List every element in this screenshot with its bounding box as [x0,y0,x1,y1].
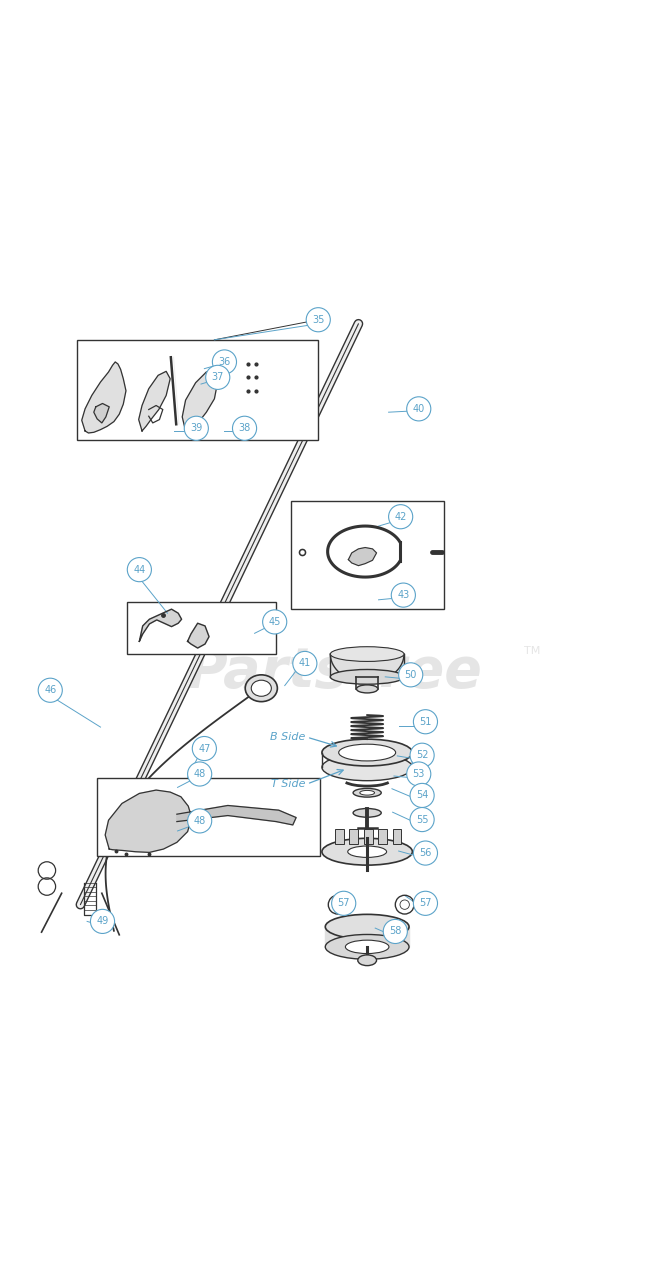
Polygon shape [326,927,409,947]
Ellipse shape [326,934,409,959]
Text: 54: 54 [416,791,428,800]
Circle shape [232,416,257,440]
Text: 48: 48 [194,769,206,780]
Circle shape [263,609,287,634]
Text: 43: 43 [397,590,409,600]
Ellipse shape [322,754,413,781]
Bar [378,829,387,844]
Polygon shape [330,654,404,677]
Text: PartsTree: PartsTree [187,645,483,699]
Text: 51: 51 [419,717,431,727]
Text: TM: TM [525,645,541,655]
Ellipse shape [251,680,271,696]
Text: 42: 42 [395,512,407,522]
Circle shape [410,744,434,767]
Circle shape [206,365,230,389]
Text: 55: 55 [416,814,428,824]
Ellipse shape [322,838,413,865]
Bar [127,602,276,654]
Text: 39: 39 [190,424,202,433]
Text: 57: 57 [338,899,350,909]
Text: 45: 45 [269,617,281,627]
Circle shape [188,809,212,833]
Circle shape [184,416,208,440]
Polygon shape [188,623,209,648]
Ellipse shape [330,669,404,685]
Ellipse shape [348,846,387,858]
Circle shape [90,909,115,933]
Text: 41: 41 [299,658,311,668]
Circle shape [127,558,151,581]
Text: 52: 52 [416,750,428,760]
Text: 53: 53 [413,769,425,780]
Ellipse shape [339,744,395,760]
Polygon shape [182,371,218,431]
Text: 50: 50 [405,669,417,680]
Text: 35: 35 [312,315,324,325]
Polygon shape [94,403,109,422]
Text: T Side: T Side [271,780,306,788]
Text: B Side: B Side [271,732,306,742]
Polygon shape [139,609,182,641]
Circle shape [188,762,212,786]
Circle shape [413,891,438,915]
Bar [77,339,318,440]
Bar [364,829,373,844]
Polygon shape [82,362,126,433]
Circle shape [413,709,438,733]
Text: 58: 58 [389,927,401,937]
Circle shape [293,652,317,676]
Circle shape [38,678,62,703]
Text: 44: 44 [133,564,145,575]
Circle shape [332,891,356,915]
Bar [97,778,320,856]
Circle shape [399,663,423,687]
Ellipse shape [326,914,409,940]
Circle shape [410,783,434,808]
Bar [393,829,401,844]
Circle shape [407,397,431,421]
Bar [291,500,444,609]
Text: 40: 40 [413,404,425,413]
Ellipse shape [360,791,375,795]
Circle shape [391,584,415,607]
Text: 36: 36 [218,357,230,367]
Text: 48: 48 [194,815,206,826]
Ellipse shape [353,788,381,797]
Ellipse shape [346,940,389,954]
Circle shape [407,762,431,786]
Circle shape [383,919,407,943]
Circle shape [306,307,330,332]
Text: 56: 56 [419,849,431,858]
Ellipse shape [353,809,381,817]
Circle shape [192,736,216,760]
Circle shape [410,808,434,832]
Text: 49: 49 [96,916,109,927]
Bar [335,829,344,844]
Text: 37: 37 [212,372,224,383]
Ellipse shape [322,739,413,765]
Ellipse shape [330,646,404,662]
Text: 46: 46 [44,685,56,695]
Polygon shape [348,548,377,566]
Text: 57: 57 [419,899,431,909]
Ellipse shape [245,675,277,701]
Text: 47: 47 [198,744,210,754]
Ellipse shape [356,685,378,692]
Ellipse shape [358,955,377,965]
Polygon shape [105,790,192,852]
Circle shape [389,504,413,529]
Bar [350,829,358,844]
Circle shape [212,349,237,374]
Circle shape [413,841,438,865]
Polygon shape [177,805,296,824]
Text: 38: 38 [239,424,251,433]
Polygon shape [139,371,170,431]
